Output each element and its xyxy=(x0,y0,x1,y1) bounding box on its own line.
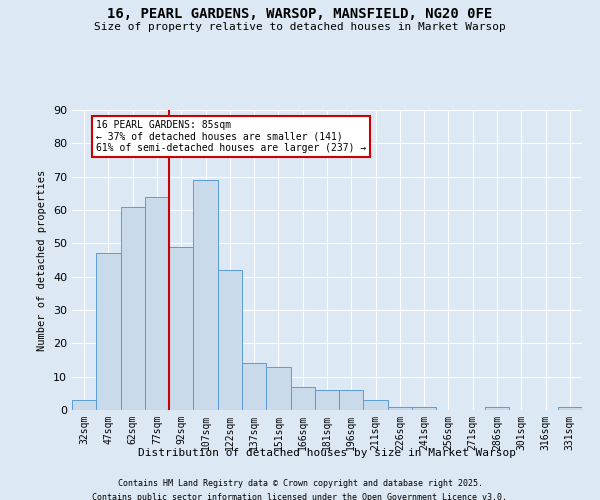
Bar xyxy=(96,254,121,410)
Bar xyxy=(290,386,315,410)
Text: Distribution of detached houses by size in Market Warsop: Distribution of detached houses by size … xyxy=(138,448,516,458)
Text: Contains public sector information licensed under the Open Government Licence v3: Contains public sector information licen… xyxy=(92,492,508,500)
Bar xyxy=(242,364,266,410)
Bar xyxy=(339,390,364,410)
Text: Size of property relative to detached houses in Market Warsop: Size of property relative to detached ho… xyxy=(94,22,506,32)
Bar xyxy=(145,196,169,410)
Text: 16, PEARL GARDENS, WARSOP, MANSFIELD, NG20 0FE: 16, PEARL GARDENS, WARSOP, MANSFIELD, NG… xyxy=(107,8,493,22)
Bar xyxy=(412,406,436,410)
Bar xyxy=(72,400,96,410)
Y-axis label: Number of detached properties: Number of detached properties xyxy=(37,170,47,350)
Bar xyxy=(388,406,412,410)
Text: 16 PEARL GARDENS: 85sqm
← 37% of detached houses are smaller (141)
61% of semi-d: 16 PEARL GARDENS: 85sqm ← 37% of detache… xyxy=(96,120,367,153)
Bar xyxy=(364,400,388,410)
Bar xyxy=(558,406,582,410)
Bar xyxy=(266,366,290,410)
Bar xyxy=(121,206,145,410)
Text: Contains HM Land Registry data © Crown copyright and database right 2025.: Contains HM Land Registry data © Crown c… xyxy=(118,479,482,488)
Bar xyxy=(315,390,339,410)
Bar xyxy=(169,246,193,410)
Bar xyxy=(218,270,242,410)
Bar xyxy=(485,406,509,410)
Bar xyxy=(193,180,218,410)
